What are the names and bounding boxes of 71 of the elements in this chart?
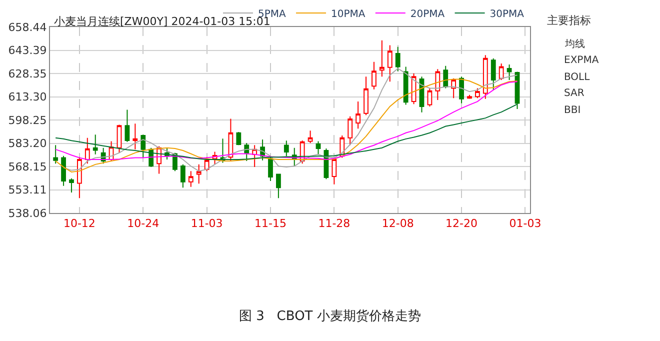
- x-tick-label: 10-12: [63, 217, 96, 230]
- x-tick-label: 10-24: [127, 217, 160, 230]
- x-tick-label: 11-03: [190, 217, 223, 230]
- candlestick: [84, 137, 90, 164]
- chart-title: 小麦当月连续[ZW00Y] 2024-01-03 15:01: [54, 15, 270, 28]
- x-tick-label: 01-03: [509, 217, 542, 230]
- y-tick-label: 538.06: [8, 206, 47, 220]
- candlestick: [61, 155, 66, 186]
- text: BOLL: [564, 72, 590, 83]
- y-tick-label: 628.35: [8, 67, 47, 80]
- caption: 图 3 CBOT 小麦期货价格走势: [239, 309, 421, 324]
- y-tick-label: 553.11: [8, 184, 47, 197]
- candlestick: [356, 101, 361, 130]
- candlestick: [196, 164, 202, 184]
- text: EXPMA: [564, 55, 599, 66]
- candlestick: [69, 178, 74, 194]
- y-tick-label: 583.20: [8, 137, 47, 150]
- y-tick-label: 568.15: [8, 160, 47, 174]
- candlestick: [443, 65, 448, 89]
- candlestick: [308, 130, 313, 144]
- legend-label: 20PMA: [410, 8, 445, 20]
- text: 均线: [564, 38, 585, 50]
- candlestick: [92, 134, 98, 155]
- candlestick: [475, 88, 480, 99]
- candlestick: [459, 76, 464, 104]
- candlestick: [395, 46, 400, 72]
- candlestick: [316, 140, 321, 156]
- candlestick: [506, 64, 512, 81]
- candlestick: [379, 40, 384, 78]
- candlestick: [276, 173, 281, 199]
- legend-label: 10PMA: [331, 8, 366, 20]
- y-tick-label: 658.44: [8, 20, 47, 34]
- y-tick-label: 643.39: [8, 44, 47, 58]
- candlestick: [53, 144, 58, 164]
- y-tick-label: 598.25: [8, 114, 47, 127]
- line-series: [55, 81, 518, 160]
- candlestick: [498, 63, 504, 81]
- candlestick: [490, 58, 496, 90]
- x-tick-label: 12-08: [382, 217, 414, 230]
- y-tick-label: 613.30: [8, 90, 47, 104]
- line-series: [55, 104, 518, 160]
- candlestick: [467, 94, 472, 100]
- candlestick: [284, 140, 289, 157]
- text: SAR: [564, 88, 584, 99]
- legend-label: 30PMA: [490, 8, 524, 20]
- x-tick-label: 11-28: [318, 217, 350, 230]
- candlestick: [332, 157, 337, 185]
- candlestick: [124, 109, 130, 142]
- text: BBI: [564, 105, 581, 116]
- candlestick: [348, 116, 353, 146]
- x-tick-label: 12-20: [446, 217, 478, 230]
- candlestick: [364, 76, 368, 116]
- candlestick: [77, 156, 82, 199]
- x-tick-label: 11-15: [254, 217, 286, 230]
- candlestick: [387, 44, 392, 82]
- candlestick: [132, 123, 138, 150]
- candlestick: [403, 66, 408, 106]
- candlestick: [116, 124, 122, 154]
- candlestick: [180, 164, 186, 188]
- text: 主要指标: [547, 14, 591, 27]
- candlestick: [372, 61, 376, 90]
- candlestick: [268, 156, 273, 182]
- candlestick: [236, 131, 242, 146]
- candlestick: [427, 88, 432, 107]
- candlestick: [188, 170, 194, 188]
- candlestick: [451, 78, 456, 99]
- candlestick: [435, 68, 440, 100]
- candlestick: [244, 142, 250, 162]
- candlestick: [228, 118, 234, 162]
- candlestick: [140, 134, 146, 158]
- candlestick: [482, 54, 488, 100]
